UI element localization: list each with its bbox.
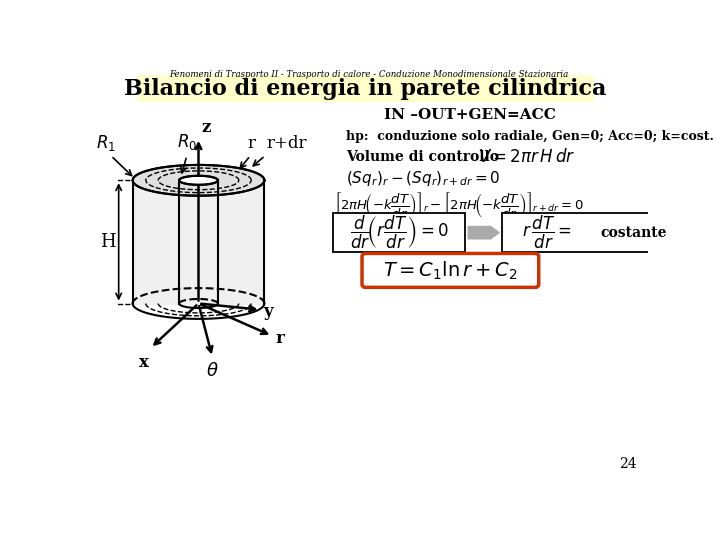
FancyBboxPatch shape xyxy=(137,75,594,102)
FancyBboxPatch shape xyxy=(362,253,539,287)
Text: $r\,\dfrac{dT}{dr} = $: $r\,\dfrac{dT}{dr} = $ xyxy=(522,214,572,251)
FancyBboxPatch shape xyxy=(333,213,465,252)
Text: Fenomeni di Trasporto II - Trasporto di calore - Conduzione Monodimensionale Sta: Fenomeni di Trasporto II - Trasporto di … xyxy=(169,70,569,79)
Polygon shape xyxy=(132,165,264,195)
Text: $T = C_1 \ln r + C_2$: $T = C_1 \ln r + C_2$ xyxy=(383,259,518,281)
Polygon shape xyxy=(468,226,499,239)
Text: r: r xyxy=(276,330,285,347)
Text: $R_1$: $R_1$ xyxy=(96,133,116,153)
Text: z: z xyxy=(202,119,211,136)
Polygon shape xyxy=(132,180,264,303)
Text: $\left(Sq_r\right)_r - \left(Sq_r\right)_{r+dr} = 0$: $\left(Sq_r\right)_r - \left(Sq_r\right)… xyxy=(346,169,500,188)
Text: IN –OUT+GEN=ACC: IN –OUT+GEN=ACC xyxy=(384,108,557,122)
Text: 24: 24 xyxy=(618,457,636,471)
Text: $\dfrac{d}{dr}\!\left(r\dfrac{dT}{dr}\right) = 0$: $\dfrac{d}{dr}\!\left(r\dfrac{dT}{dr}\ri… xyxy=(350,214,449,251)
Text: Bilancio di energia in parete cilindrica: Bilancio di energia in parete cilindrica xyxy=(124,78,606,100)
Text: $V = 2\pi r\, H\, dr$: $V = 2\pi r\, H\, dr$ xyxy=(477,148,575,166)
FancyBboxPatch shape xyxy=(502,213,650,252)
Text: costante: costante xyxy=(600,226,667,240)
Text: $\left[2\pi H\!\left(-k\dfrac{dT}{dr}\right)\right]_r - \left[2\pi H\!\left(-k\d: $\left[2\pi H\!\left(-k\dfrac{dT}{dr}\ri… xyxy=(334,190,584,220)
Text: H: H xyxy=(100,233,116,251)
Text: Volume di controllo: Volume di controllo xyxy=(346,150,499,164)
Text: hp:  conduzione solo radiale, Gen=0; Acc=0; k=cost.: hp: conduzione solo radiale, Gen=0; Acc=… xyxy=(346,130,714,143)
Text: y: y xyxy=(264,303,273,320)
Polygon shape xyxy=(179,176,218,185)
Text: r+dr: r+dr xyxy=(266,135,307,152)
Text: x: x xyxy=(139,354,149,370)
Text: $R_0$: $R_0$ xyxy=(177,132,197,152)
Text: r: r xyxy=(247,135,255,152)
Text: $\theta$: $\theta$ xyxy=(206,362,219,380)
